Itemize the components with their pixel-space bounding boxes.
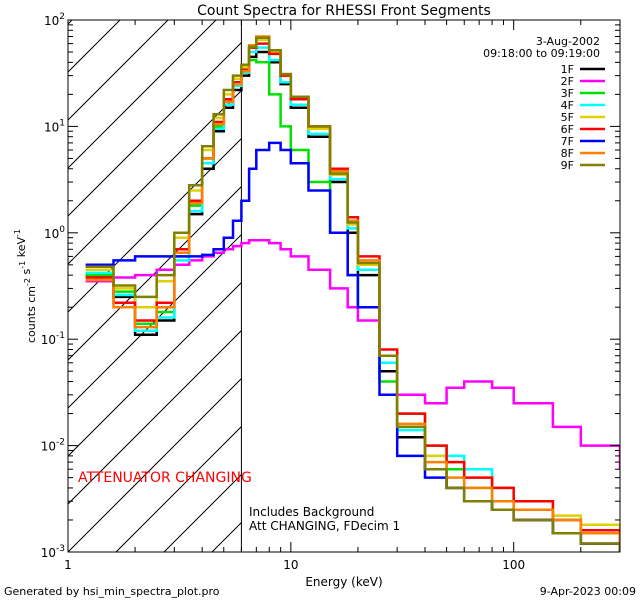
y-tick-label: 10-3: [41, 544, 65, 560]
series-line-2F: [85, 239, 620, 470]
legend-label: 4F: [561, 99, 574, 112]
series-group: [85, 35, 620, 552]
y-tick-labels: 10-3 10-2 10-1 100 101 102: [41, 12, 66, 560]
y-tick-label: 101: [44, 118, 65, 134]
plot-frame: [67, 19, 621, 553]
chart-title: Count Spectra for RHESSI Front Segments: [197, 3, 491, 19]
hatch-line: [68, 20, 217, 169]
time-range-label: 09:18:00 to 09:19:00: [483, 47, 600, 60]
legend-label: 3F: [561, 87, 574, 100]
hatch-line: [68, 20, 169, 121]
hatch-line: [0, 20, 24, 552]
x-tick-label: 10: [283, 558, 298, 572]
x-axis-label: Energy (keV): [305, 575, 382, 589]
x-tick-label: 1: [64, 558, 72, 572]
background-annotation: Includes Background: [249, 505, 374, 519]
legend-label: 5F: [561, 111, 574, 124]
y-tick-label: 10-2: [41, 438, 65, 454]
att-state-annotation: Att CHANGING, FDecim 1: [249, 519, 400, 533]
legend-label: 9F: [561, 159, 574, 172]
series-line-9F: [85, 36, 620, 552]
legend-label: 1F: [561, 63, 574, 76]
legend-label: 6F: [561, 123, 574, 136]
axis-ticks: [67, 19, 621, 553]
x-tick-label: 100: [502, 558, 525, 572]
legend-label: 8F: [561, 147, 574, 160]
y-axis-label: counts cm-2 s-1 keV-1: [13, 229, 38, 343]
y-tick-label: 10-1: [41, 331, 65, 347]
legend-label: 7F: [561, 135, 574, 148]
legend-label: 2F: [561, 75, 574, 88]
y-tick-label: 102: [44, 12, 65, 28]
attenuator-annotation: ATTENUATOR CHANGING: [78, 470, 252, 486]
date-label: 3-Aug-2002: [536, 35, 600, 48]
generated-by-label: Generated by hsi_min_spectra_plot.pro: [4, 585, 220, 598]
timestamp-label: 9-Apr-2023 00:09: [540, 585, 636, 598]
y-tick-label: 100: [44, 225, 65, 241]
hatch-line: [68, 20, 265, 217]
x-tick-labels: 1 10 100: [64, 558, 525, 572]
